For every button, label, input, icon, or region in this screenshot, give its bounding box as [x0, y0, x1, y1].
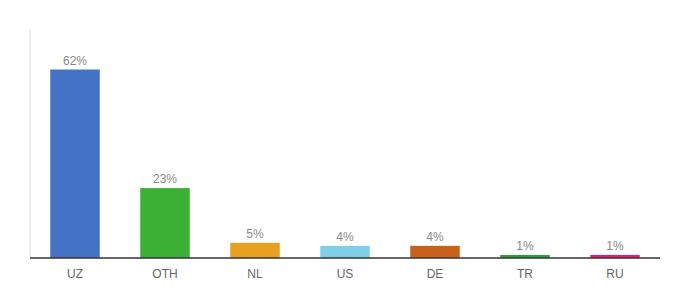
data-label: 23% — [153, 172, 177, 186]
data-label: 5% — [246, 227, 264, 241]
data-label: 1% — [606, 239, 624, 253]
x-tick-label: OTH — [152, 267, 177, 281]
data-label: 4% — [426, 230, 444, 244]
x-tick-label: NL — [247, 267, 263, 281]
chart: 62% 23% 5% 4% 4% 1% 1% UZ OTH NL US DE TR RU — [0, 0, 680, 300]
bar — [410, 246, 460, 258]
data-label: 62% — [63, 54, 87, 68]
x-tick-label: DE — [427, 267, 444, 281]
x-tick-label: UZ — [67, 267, 83, 281]
data-labels: 62% 23% 5% 4% 4% 1% 1% — [63, 54, 624, 253]
x-tick-label: US — [337, 267, 354, 281]
bars — [50, 70, 640, 258]
data-label: 1% — [516, 239, 534, 253]
bar — [140, 188, 190, 258]
bar — [230, 243, 280, 258]
x-tick-label: TR — [517, 267, 533, 281]
y-range-line — [30, 30, 31, 258]
bar — [50, 70, 100, 258]
data-label: 4% — [336, 230, 354, 244]
chart-container: 62% 23% 5% 4% 4% 1% 1% UZ OTH NL US DE TR RU — [0, 0, 680, 300]
bar — [320, 246, 370, 258]
x-axis-line — [30, 257, 660, 259]
x-tick-label: RU — [606, 267, 623, 281]
